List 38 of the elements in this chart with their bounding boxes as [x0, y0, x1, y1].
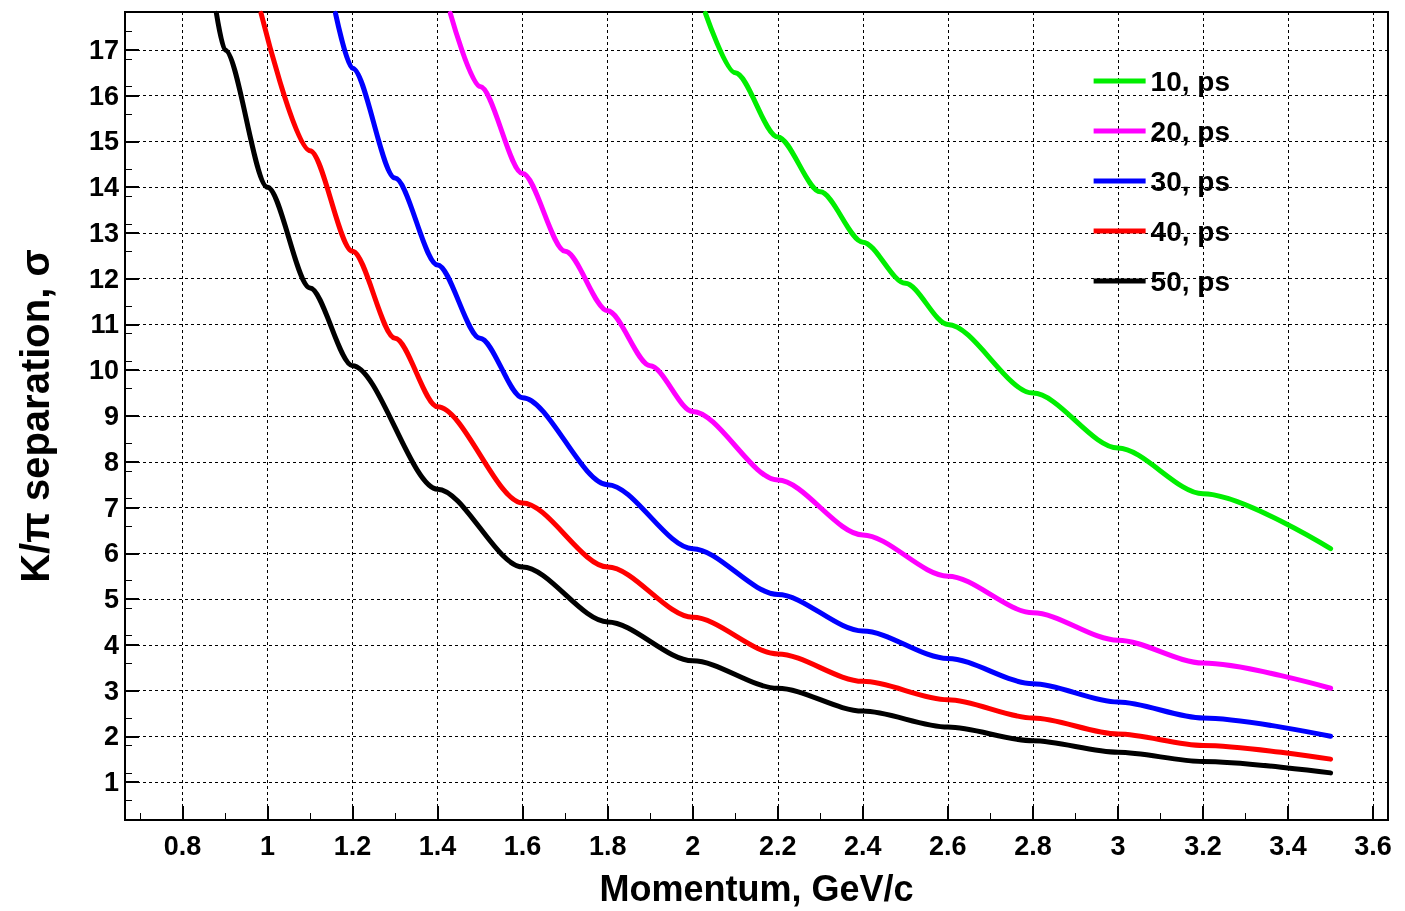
y-tick-label: 3: [103, 675, 119, 706]
y-tick-label: 4: [103, 629, 119, 660]
y-axis-title: K/π separation, σ: [13, 249, 57, 583]
y-tick-label: 14: [88, 172, 119, 203]
x-tick-label: 3.6: [1354, 830, 1392, 861]
y-tick-label: 16: [88, 80, 119, 111]
y-tick-label: 15: [88, 126, 119, 157]
x-tick-label: 1.2: [333, 830, 372, 861]
x-tick-label: 2.6: [929, 830, 967, 861]
x-tick-label: 1.6: [503, 830, 542, 861]
x-tick-label: 2.8: [1014, 830, 1052, 861]
y-tick-label: 17: [88, 34, 119, 65]
x-tick-label: 1: [259, 830, 275, 861]
y-tick-label: 11: [90, 309, 119, 340]
y-tick-label: 10: [88, 355, 119, 386]
y-tick-label: 1: [103, 767, 119, 798]
x-tick-label: 2.2: [758, 830, 797, 861]
x-tick-label: 0.8: [163, 830, 202, 861]
y-tick-label: 6: [103, 538, 119, 569]
x-tick-label: 3.2: [1184, 830, 1222, 861]
x-tick-label: 1.8: [588, 830, 627, 861]
x-axis-title: Momentum, GeV/c: [599, 867, 914, 909]
y-tick-label: 9: [103, 401, 119, 431]
legend-label: 10, ps: [1150, 65, 1231, 97]
legend-label: 20, ps: [1150, 115, 1231, 147]
legend-label: 30, ps: [1150, 165, 1231, 197]
y-tick-label: 13: [88, 217, 119, 248]
x-tick-label: 2: [685, 830, 701, 861]
x-tick-label: 3: [1110, 830, 1126, 861]
legend-label: 40, ps: [1150, 215, 1231, 247]
x-tick-label: 1.4: [418, 830, 457, 861]
y-tick-label: 12: [88, 263, 119, 294]
y-tick-label: 8: [103, 446, 119, 477]
y-tick-label: 7: [103, 492, 119, 523]
y-tick-label: 5: [103, 584, 119, 615]
x-tick-label: 2.4: [844, 830, 882, 861]
y-tick-label: 2: [103, 721, 119, 752]
x-tick-label: 3.4: [1269, 830, 1307, 861]
